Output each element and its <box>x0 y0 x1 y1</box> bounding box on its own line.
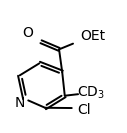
Text: CD$_3$: CD$_3$ <box>77 84 105 101</box>
Text: O: O <box>22 26 33 40</box>
Text: N: N <box>14 96 25 110</box>
Text: OEt: OEt <box>80 29 106 43</box>
Text: Cl: Cl <box>77 103 91 117</box>
